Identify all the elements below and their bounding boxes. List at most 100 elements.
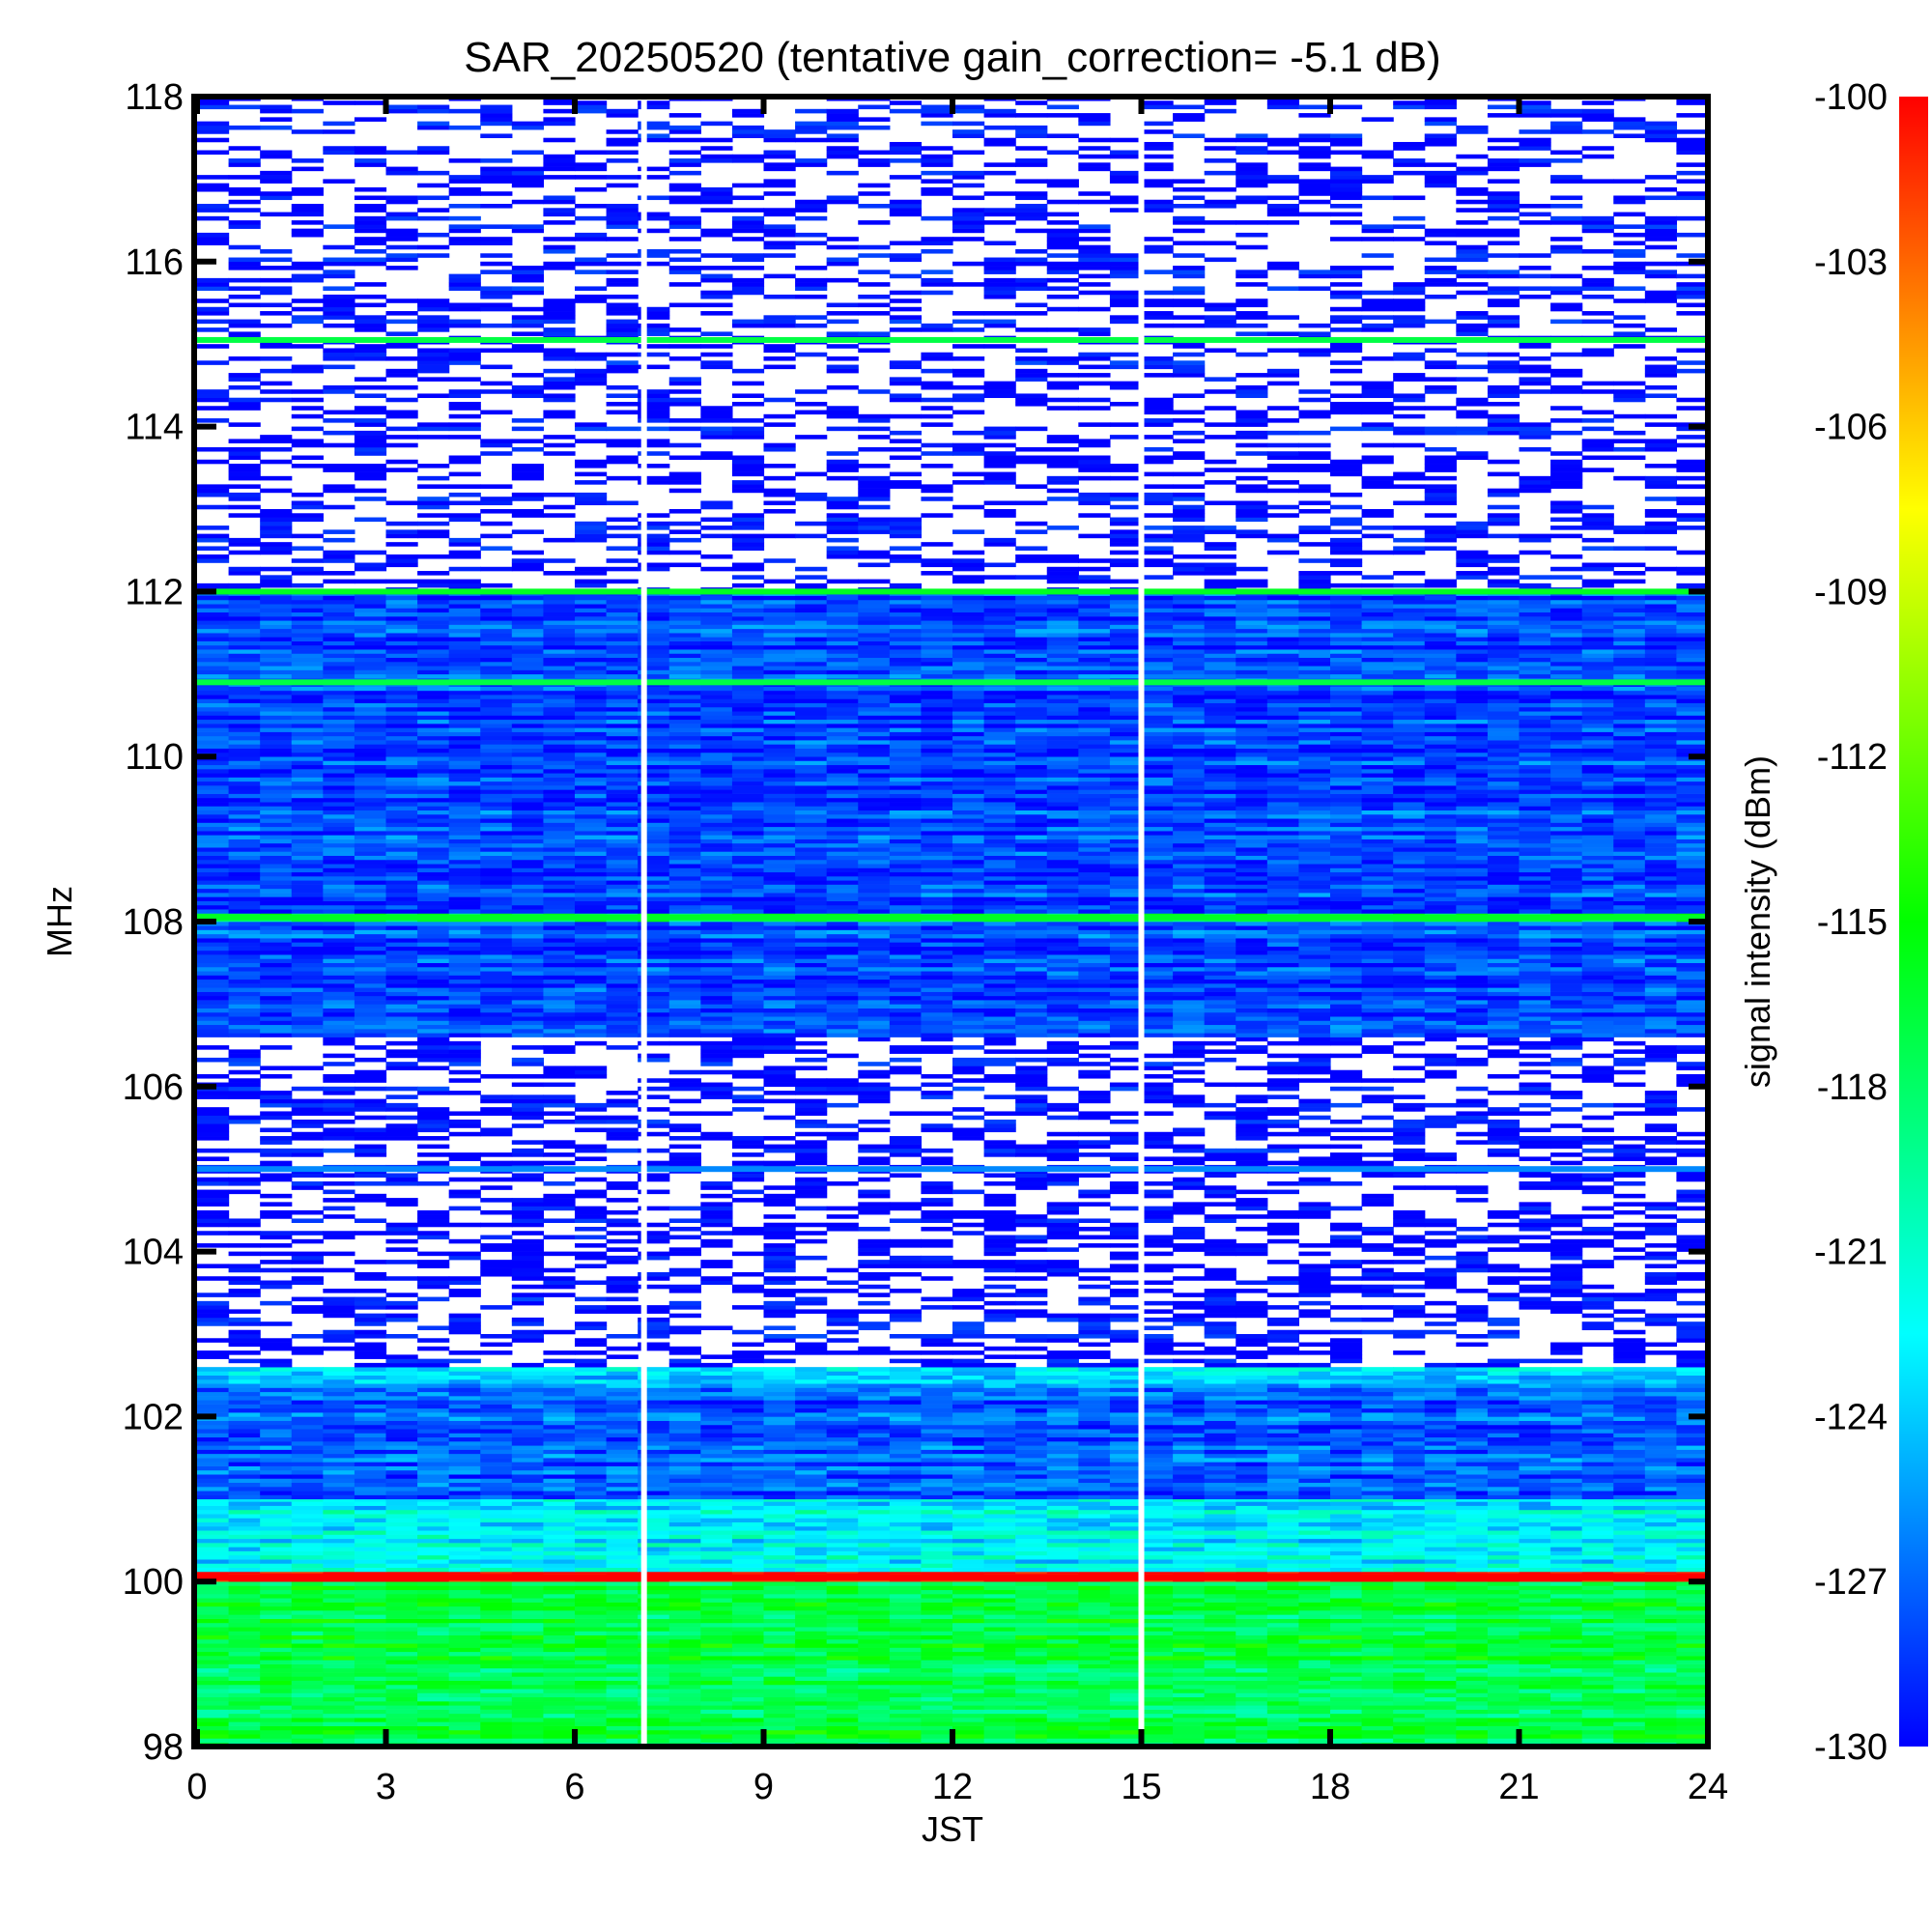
heatmap-cell bbox=[1015, 1289, 1048, 1293]
heatmap-cell bbox=[1613, 1441, 1646, 1446]
heatmap-cell bbox=[1424, 1271, 1457, 1277]
heatmap-cell bbox=[889, 1718, 923, 1722]
heatmap-cell bbox=[1361, 1416, 1394, 1421]
heatmap-cell bbox=[889, 1721, 923, 1726]
heatmap-cell bbox=[1046, 1631, 1079, 1636]
heatmap-cell bbox=[1581, 1734, 1614, 1739]
heatmap-cell bbox=[228, 1429, 261, 1434]
heatmap-cell bbox=[1173, 1391, 1206, 1397]
heatmap-cell bbox=[1613, 1404, 1646, 1409]
heatmap-cell bbox=[385, 1729, 418, 1735]
heatmap-cell bbox=[668, 1530, 701, 1535]
heatmap-cell bbox=[323, 1289, 355, 1293]
heatmap-cell bbox=[480, 1367, 513, 1372]
heatmap-cell bbox=[1676, 1729, 1708, 1735]
heatmap-cell bbox=[1109, 1651, 1143, 1657]
heatmap-cell bbox=[323, 1407, 355, 1413]
heatmap-cell bbox=[323, 1530, 355, 1535]
heatmap-cell bbox=[1487, 1465, 1520, 1471]
heatmap-cell bbox=[1550, 1453, 1583, 1459]
heatmap-cell bbox=[1613, 1505, 1646, 1511]
heatmap-cell bbox=[417, 1407, 450, 1413]
heatmap-cell bbox=[1676, 1465, 1708, 1471]
heatmap-cell bbox=[511, 1420, 545, 1426]
heatmap-cell bbox=[1361, 1501, 1394, 1506]
heatmap-cell bbox=[575, 1482, 608, 1488]
heatmap-cell bbox=[575, 1589, 608, 1595]
heatmap-cell bbox=[197, 1387, 230, 1393]
heatmap-cell bbox=[1644, 1656, 1678, 1661]
heatmap-cell bbox=[1361, 1469, 1394, 1475]
heatmap-cell bbox=[1456, 1627, 1489, 1632]
heatmap-cell bbox=[1644, 1378, 1678, 1384]
heatmap-cell bbox=[638, 1514, 670, 1519]
heatmap-cell bbox=[1487, 1713, 1520, 1719]
heatmap-cell bbox=[1266, 1547, 1300, 1551]
heatmap-cell bbox=[1644, 1521, 1678, 1527]
heatmap-cell bbox=[1015, 1589, 1048, 1595]
heatmap-cell bbox=[1015, 1300, 1048, 1306]
heatmap-cell bbox=[1141, 1338, 1174, 1343]
heatmap-cell bbox=[1298, 1709, 1331, 1715]
heatmap-cell bbox=[1141, 1371, 1174, 1376]
heatmap-cell bbox=[1550, 1713, 1583, 1719]
heatmap-cell bbox=[323, 1589, 355, 1595]
heatmap-cell bbox=[1330, 1305, 1363, 1310]
heatmap-cell bbox=[1015, 1627, 1048, 1632]
heatmap-cell bbox=[763, 1267, 796, 1273]
heatmap-cell bbox=[1141, 1550, 1174, 1556]
heatmap-cell bbox=[1204, 1509, 1236, 1515]
heatmap-cell bbox=[1109, 1643, 1143, 1648]
heatmap-cell bbox=[1046, 1738, 1079, 1744]
heatmap-cell bbox=[1393, 1416, 1426, 1421]
heatmap-cell bbox=[1046, 1387, 1079, 1393]
heatmap-cell bbox=[1015, 1585, 1048, 1591]
heatmap-cell bbox=[448, 1276, 481, 1281]
heatmap-cell bbox=[763, 1538, 796, 1544]
heatmap-cell bbox=[448, 1709, 481, 1715]
heatmap-cell bbox=[417, 1371, 450, 1376]
heatmap-cell bbox=[1393, 1709, 1426, 1715]
heatmap-cell bbox=[1487, 1651, 1520, 1657]
heatmap-cell bbox=[826, 1738, 859, 1744]
heatmap-cell bbox=[1330, 1424, 1363, 1430]
heatmap-cell bbox=[1487, 1321, 1520, 1326]
heatmap-cell bbox=[921, 1501, 953, 1506]
heatmap-cell bbox=[543, 1498, 576, 1502]
heatmap-cell bbox=[983, 1276, 1016, 1281]
heatmap-cell bbox=[1613, 1571, 1646, 1574]
heatmap-cell bbox=[197, 1396, 230, 1401]
heatmap-cell bbox=[795, 1543, 828, 1548]
heatmap-cell bbox=[1519, 1458, 1551, 1463]
heatmap-cell bbox=[1487, 1433, 1520, 1438]
heatmap-cell bbox=[1236, 1514, 1268, 1519]
heatmap-cell bbox=[417, 1598, 450, 1603]
heatmap-cell bbox=[1519, 1300, 1551, 1306]
heatmap-cell bbox=[921, 1371, 953, 1376]
heatmap-cell bbox=[1550, 1305, 1583, 1310]
heatmap-cell bbox=[1236, 1585, 1268, 1591]
heatmap-cell bbox=[668, 1420, 701, 1426]
heatmap-cell bbox=[1676, 1672, 1708, 1677]
heatmap-cell bbox=[228, 1436, 261, 1442]
heatmap-cell bbox=[323, 1554, 355, 1560]
heatmap-cell bbox=[1046, 1505, 1079, 1511]
heatmap-cell bbox=[952, 1445, 985, 1450]
heatmap-cell bbox=[638, 1391, 670, 1397]
heatmap-cell bbox=[1298, 1387, 1331, 1393]
heatmap-cell bbox=[606, 1638, 639, 1644]
heatmap-cell bbox=[795, 1378, 828, 1384]
heatmap-cell bbox=[1204, 1416, 1236, 1421]
heatmap-cell bbox=[826, 1429, 859, 1434]
heatmap-cell bbox=[638, 1305, 670, 1310]
heatmap-cell bbox=[1015, 1469, 1048, 1475]
heatmap-cell bbox=[668, 1696, 701, 1702]
heatmap-cell bbox=[1204, 1482, 1236, 1488]
heatmap-cell bbox=[1361, 1647, 1394, 1653]
heatmap-cell bbox=[575, 1729, 608, 1735]
heatmap-cell bbox=[1298, 1486, 1331, 1492]
heatmap-cell bbox=[1173, 1689, 1206, 1693]
heatmap-cell bbox=[1581, 1713, 1614, 1719]
heatmap-cell bbox=[1393, 1378, 1426, 1384]
heatmap-cell bbox=[889, 1631, 923, 1636]
